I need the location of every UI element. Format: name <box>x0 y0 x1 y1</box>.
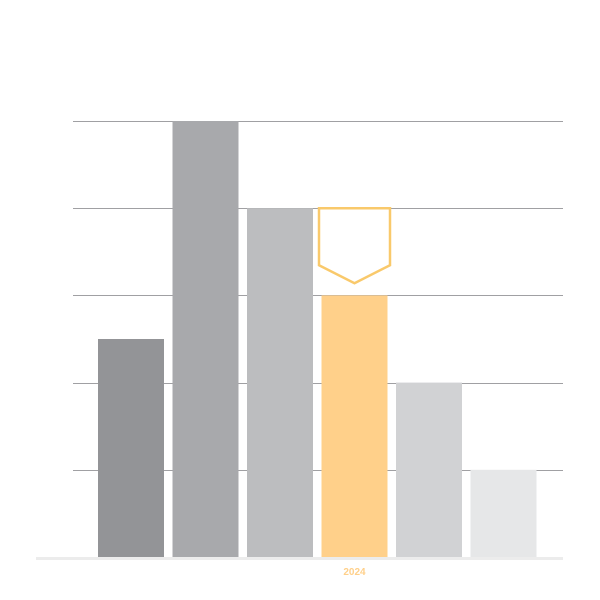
highlight-marker <box>317 206 392 285</box>
bar <box>470 469 537 557</box>
x-tick-labels: 2024 <box>343 567 366 578</box>
bar <box>247 208 313 557</box>
baseline <box>36 557 563 560</box>
marker-shape <box>317 206 392 285</box>
x-tick-label: 2024 <box>343 567 366 578</box>
bars <box>98 121 537 557</box>
bar <box>172 121 239 557</box>
bar <box>396 382 462 557</box>
bar <box>98 339 164 557</box>
bar <box>321 295 388 557</box>
